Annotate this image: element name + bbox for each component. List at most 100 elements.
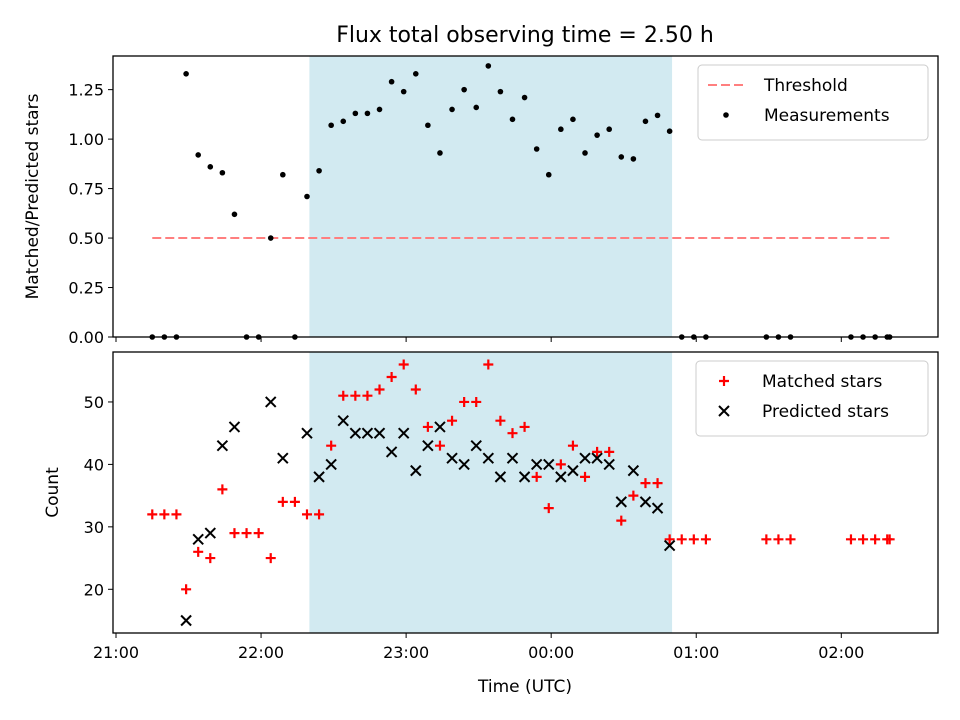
measurement-point [618,154,625,160]
matched-stars-point [471,396,482,407]
measurement-point [485,63,492,69]
matched-stars-point [362,390,373,401]
matched-stars-point [374,384,385,395]
matched-stars-point [181,584,192,595]
matched-stars-point [398,359,409,370]
legend: Matched stars Predicted stars [695,360,929,437]
predicted-stars-point [410,464,422,477]
predicted-stars-point [651,502,664,514]
predicted-stars-point [627,464,640,477]
predicted-stars-point [506,452,519,464]
legend-label: Threshold [763,76,848,96]
matched-stars-point [531,471,542,482]
measurement-point [461,86,467,93]
y-tick-label: 1.25 [68,81,104,100]
matched-stars-point [761,534,772,545]
matched-stars-point [447,415,458,426]
matched-stars-point [567,440,578,451]
matched-stars-point [147,509,158,520]
y-tick-label: 40 [84,455,104,474]
matched-stars-point [422,421,433,432]
predicted-stars-point [349,427,362,439]
y-tick-label: 50 [84,393,104,412]
predicted-stars-point [180,614,192,627]
matched-stars-point [664,534,675,545]
matched-stars-point [592,446,603,457]
x-tick-label: 01:00 [673,643,719,662]
matched-stars-point [410,384,421,395]
matched-stars-point [326,440,337,451]
measurement-point [183,71,189,77]
legend-box [697,64,929,141]
matched-stars-point [845,534,856,545]
measurement-point [521,94,528,101]
measurement-point [364,110,371,117]
measurement-point [449,106,455,113]
matched-stars-point [884,534,895,545]
matched-stars-point [700,534,711,545]
matched-stars-point [289,496,300,507]
chart-title: Flux total observing time = 2.50 h [336,23,714,48]
y-tick-label: 20 [84,580,104,599]
matched-stars-point [277,496,288,507]
legend: Threshold Measurements [697,64,929,141]
matched-stars-point [519,421,530,432]
predicted-stars-point [555,471,567,483]
matched-stars-point [858,534,869,545]
predicted-stars-point [494,471,507,483]
predicted-stars-point [567,464,579,477]
predicted-stars-point [301,427,313,439]
measurement-point [304,193,310,200]
measurement-point [207,164,214,170]
matched-stars-point [676,534,687,545]
observing-window [309,56,673,337]
matched-stars-point [386,371,397,382]
matched-stars-point [870,534,881,545]
y-tick-label: 0.75 [68,180,104,199]
matched-stars-point [688,534,699,545]
y-tick-label: 1.00 [68,130,104,149]
matched-stars-point [640,478,651,489]
predicted-stars-point [192,533,204,546]
y-axis-label: Matched/Predicted stars [23,93,43,299]
matched-stars-point [604,446,615,457]
matched-stars-point [241,528,252,539]
predicted-stars-point [482,452,495,464]
x-tick-label: 22:00 [238,643,284,662]
matched-stars-point [507,428,518,439]
predicted-stars-point [228,421,241,433]
matched-stars-point [350,390,361,401]
predicted-stars-point [385,446,398,458]
predicted-stars-point [313,471,325,483]
observing-window [309,352,673,633]
measurement-point [533,146,540,152]
predicted-stars-point [277,452,289,464]
matched-stars-point [616,515,627,526]
measurement-point [376,106,383,113]
measurement-point [219,169,226,176]
measurement-point [280,171,286,178]
predicted-stars-point [361,427,374,439]
x-tick-label: 23:00 [383,643,429,662]
predicted-stars-point [265,396,277,408]
predicted-stars-point [663,539,676,552]
measurement-point [654,112,661,119]
matched-stars-point [229,528,240,539]
x-tick-label: 21:00 [93,643,139,662]
x-tick-label: 00:00 [528,643,574,662]
predicted-stars-point [337,414,349,427]
matched-stars-point [652,478,663,489]
legend-matched-swatch [719,376,729,386]
predicted-stars-point [434,421,446,433]
y-tick-label: 0.50 [68,229,104,248]
predicted-stars-point [579,452,591,464]
matched-stars-point [785,534,796,545]
ratio-panel: 0.00 0.25 0.50 0.75 1.00 1.25 Matched/Predicte… [23,55,939,347]
matched-stars-point [773,534,784,545]
measurement-point [195,152,201,158]
legend-measurements-swatch [723,112,729,118]
predicted-stars-point [470,439,482,452]
matched-stars-point [483,359,494,370]
measurement-point [231,211,238,218]
measurement-point [666,128,673,134]
